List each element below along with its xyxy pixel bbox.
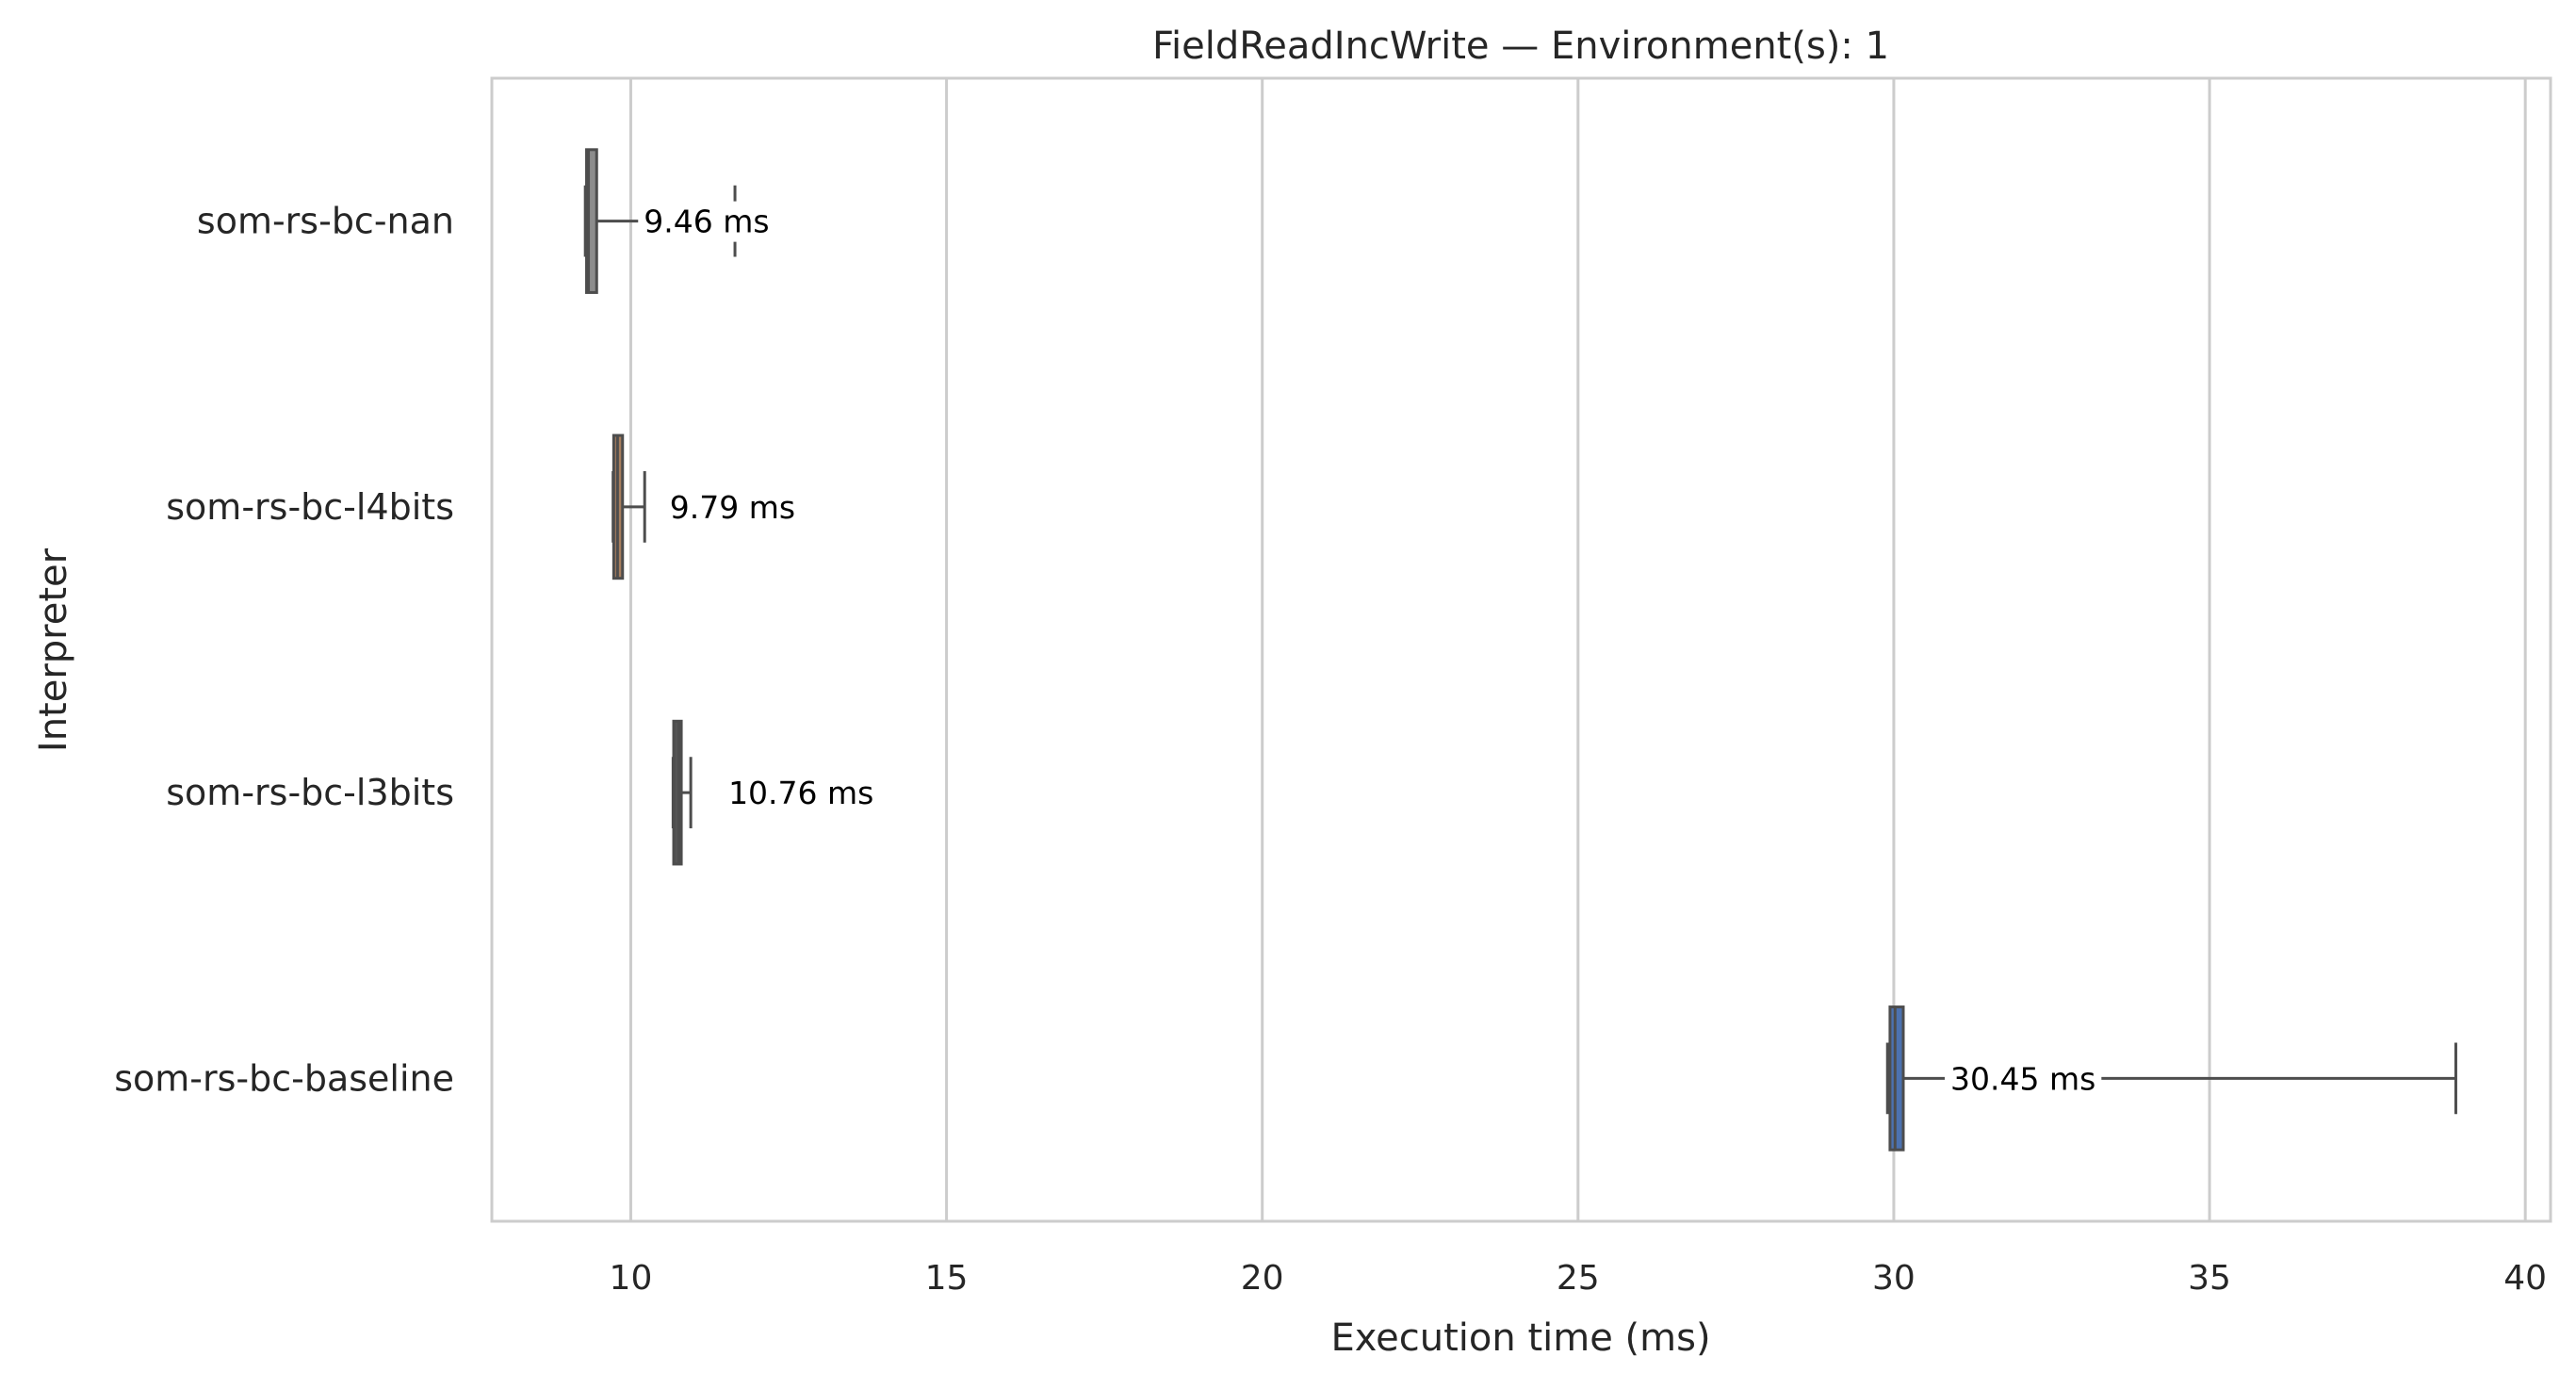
plot-frame — [490, 76, 2552, 1223]
y-tick-label: som-rs-bc-nan — [197, 201, 454, 242]
data-label: 30.45 ms — [1950, 1060, 2095, 1097]
y-tick-label: som-rs-bc-l3bits — [166, 772, 454, 813]
iqr-box — [585, 148, 598, 294]
x-tick-label: 35 — [2188, 1259, 2231, 1298]
grid-lines — [628, 78, 2527, 1221]
y-axis-label: Interpreter — [32, 547, 75, 752]
box-plot-som-rs-bc-baseline: 30.45 ms — [1885, 1005, 2457, 1152]
chart-title: FieldReadIncWrite — Environment(s): 1 — [1152, 25, 1889, 68]
box-plot-som-rs-bc-l3bits: 10.76 ms — [671, 719, 880, 866]
data-label: 10.76 ms — [728, 775, 873, 811]
x-tick-labels: 10 15 20 25 30 35 40 — [610, 1259, 2548, 1298]
box-plot-som-rs-bc-l4bits: 9.79 ms — [611, 433, 802, 580]
data-label-background — [663, 486, 802, 528]
y-tick-label: som-rs-bc-l4bits — [166, 486, 454, 528]
y-tick-labels: som-rs-bc-nan som-rs-bc-l4bits som-rs-bc-l… — [114, 201, 454, 1100]
x-tick-label: 15 — [925, 1259, 969, 1298]
x-axis-label: Execution time (ms) — [1330, 1316, 1710, 1360]
data-label: 9.46 ms — [644, 204, 769, 240]
y-tick-label: som-rs-bc-baseline — [114, 1057, 454, 1099]
x-tick-label: 30 — [1872, 1259, 1916, 1298]
box-plots: 9.46 ms 9.79 ms 10.76 ms 30.45 ms — [583, 148, 2457, 1152]
iqr-box — [1888, 1005, 1905, 1152]
data-label: 9.79 ms — [670, 489, 795, 526]
plot-area — [492, 78, 2551, 1221]
x-tick-label: 25 — [1557, 1259, 1600, 1298]
data-label-background — [638, 201, 775, 242]
box-plot-som-rs-bc-nan: 9.46 ms — [583, 148, 775, 294]
data-label-background — [1944, 1058, 2102, 1100]
x-tick-label: 10 — [610, 1259, 653, 1298]
x-tick-label: 20 — [1241, 1259, 1284, 1298]
data-label-background — [723, 773, 880, 814]
x-tick-label: 40 — [2503, 1259, 2547, 1298]
